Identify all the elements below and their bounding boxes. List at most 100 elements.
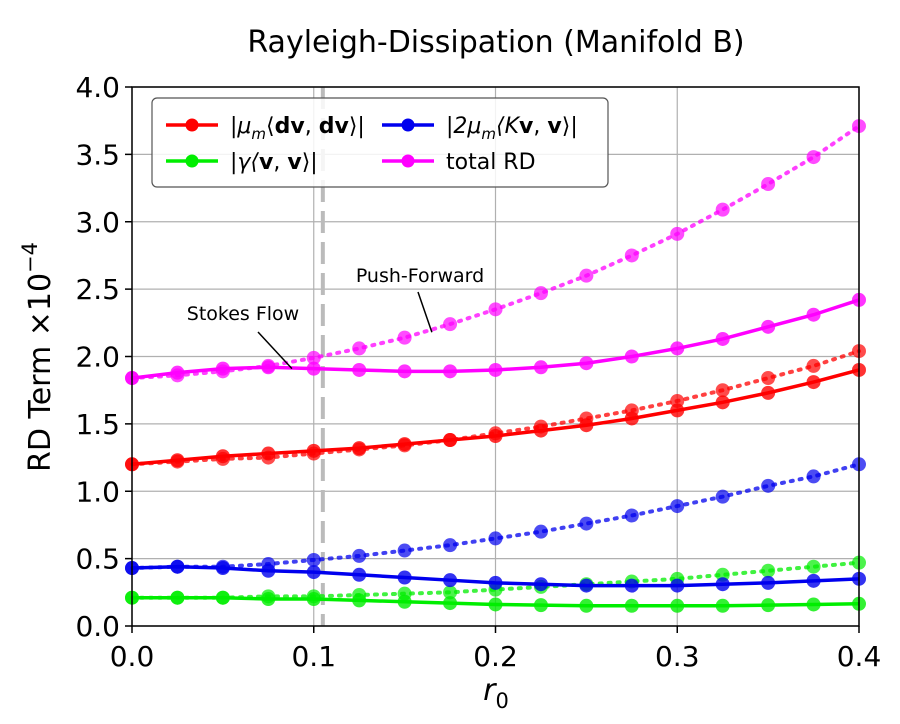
legend-label: |2μm⟨Kv, v⟩| bbox=[446, 114, 578, 143]
legend-label-part: v bbox=[547, 114, 562, 139]
data-point-dotted bbox=[761, 478, 776, 493]
legend-label-part: , bbox=[533, 114, 547, 139]
data-point-solid bbox=[579, 356, 594, 371]
data-point-solid bbox=[761, 598, 776, 613]
legend-label-part: ⟩| bbox=[349, 114, 365, 139]
data-point-solid bbox=[261, 592, 276, 607]
data-point-solid bbox=[352, 362, 367, 377]
data-point-solid bbox=[397, 437, 412, 452]
legend-label-part: v bbox=[519, 114, 534, 139]
data-point-dotted bbox=[579, 516, 594, 531]
legend-label-part: dv bbox=[275, 114, 306, 139]
legend-label-part: |2μ bbox=[446, 114, 481, 139]
chart-title: Rayleigh-Dissipation (Manifold B) bbox=[247, 25, 744, 60]
y-axis-title: RD Term ×10−4 bbox=[18, 242, 58, 472]
data-point-solid bbox=[215, 449, 230, 464]
data-point-solid bbox=[624, 598, 639, 613]
y-tick-label: 3.0 bbox=[75, 206, 120, 239]
annotation-push-forward: Push-Forward bbox=[356, 265, 484, 287]
legend-label-part: m bbox=[251, 125, 266, 143]
series-layer bbox=[125, 119, 866, 613]
data-point-dotted bbox=[806, 559, 821, 574]
x-tick-label: 0.1 bbox=[291, 640, 336, 673]
data-point-solid bbox=[397, 594, 412, 609]
x-tick-label: 0.0 bbox=[110, 640, 155, 673]
data-point-dotted bbox=[306, 552, 321, 567]
data-point-dotted bbox=[579, 268, 594, 283]
legend-marker bbox=[185, 154, 199, 168]
data-point-dotted bbox=[761, 563, 776, 578]
data-point-dotted bbox=[352, 341, 367, 356]
data-point-dotted bbox=[533, 524, 548, 539]
data-point-dotted bbox=[443, 538, 458, 553]
data-point-dotted bbox=[715, 489, 730, 504]
data-point-solid bbox=[715, 331, 730, 346]
annotation-arrow bbox=[417, 291, 433, 333]
legend-label-part: v bbox=[259, 150, 274, 175]
data-point-dotted bbox=[443, 317, 458, 332]
legend-label-part: total RD bbox=[446, 150, 536, 175]
data-point-solid bbox=[806, 307, 821, 322]
data-point-dotted bbox=[443, 585, 458, 600]
y-tick-label: 1.5 bbox=[75, 408, 120, 441]
legend-label-part: ⟩| bbox=[302, 150, 318, 175]
data-point-solid bbox=[806, 573, 821, 588]
data-point-solid bbox=[352, 593, 367, 608]
data-point-dotted bbox=[488, 302, 503, 317]
data-point-solid bbox=[306, 592, 321, 607]
data-point-dotted bbox=[624, 248, 639, 263]
data-point-solid bbox=[488, 429, 503, 444]
data-point-dotted bbox=[806, 358, 821, 373]
legend-label: total RD bbox=[446, 150, 536, 175]
y-tick-label: 0.5 bbox=[75, 543, 120, 576]
series-dotted-line bbox=[130, 462, 861, 571]
data-point-solid bbox=[533, 598, 548, 613]
data-point-solid bbox=[397, 570, 412, 585]
annotation-arrow bbox=[257, 331, 293, 370]
data-point-solid bbox=[170, 590, 185, 605]
data-point-solid bbox=[306, 361, 321, 376]
data-point-dotted bbox=[761, 177, 776, 192]
legend-label-part: |μ bbox=[230, 114, 251, 139]
data-point-solid bbox=[579, 598, 594, 613]
data-point-solid bbox=[215, 590, 230, 605]
data-point-dotted bbox=[670, 226, 685, 241]
x-tick-label: 0.2 bbox=[473, 640, 518, 673]
x-tick-label: 0.4 bbox=[837, 640, 882, 673]
legend-box bbox=[151, 97, 609, 188]
data-point-solid bbox=[352, 567, 367, 582]
y-tick-label: 3.5 bbox=[75, 138, 120, 171]
data-point-solid bbox=[624, 411, 639, 426]
legend-label: |γ⟨v, v⟩| bbox=[230, 150, 318, 175]
data-point-solid bbox=[170, 365, 185, 380]
data-point-solid bbox=[670, 403, 685, 418]
data-point-dotted bbox=[806, 469, 821, 484]
data-point-solid bbox=[261, 360, 276, 375]
y-tick-label: 0.0 bbox=[75, 610, 120, 643]
data-point-solid bbox=[806, 597, 821, 612]
data-point-solid bbox=[533, 577, 548, 592]
data-point-solid bbox=[761, 575, 776, 590]
data-point-dotted bbox=[624, 508, 639, 523]
legend-label-part: dv bbox=[319, 114, 350, 139]
annotation-stokes-flow: Stokes Flow bbox=[187, 303, 299, 325]
data-point-solid bbox=[670, 598, 685, 613]
data-point-solid bbox=[624, 349, 639, 364]
x-axis-title: r0 bbox=[483, 673, 509, 713]
data-point-solid bbox=[170, 559, 185, 574]
x-tick-label: 0.3 bbox=[655, 640, 700, 673]
y-tick-label: 2.0 bbox=[75, 341, 120, 374]
data-point-solid bbox=[306, 443, 321, 458]
data-point-solid bbox=[488, 575, 503, 590]
data-point-solid bbox=[488, 597, 503, 612]
data-point-solid bbox=[261, 446, 276, 461]
legend-label-part: v bbox=[287, 150, 302, 175]
data-point-dotted bbox=[715, 202, 730, 217]
y-tick-label: 4.0 bbox=[75, 71, 120, 104]
data-point-solid bbox=[579, 418, 594, 433]
tick-layer: 0.0 0.1 0.2 0.3 0.4 0.0 0.5 1.0 1.5 2.0 2.5 3.0 3.5 4… bbox=[75, 71, 881, 673]
data-point-solid bbox=[215, 561, 230, 576]
data-point-dotted bbox=[397, 543, 412, 558]
data-point-dotted bbox=[715, 383, 730, 398]
